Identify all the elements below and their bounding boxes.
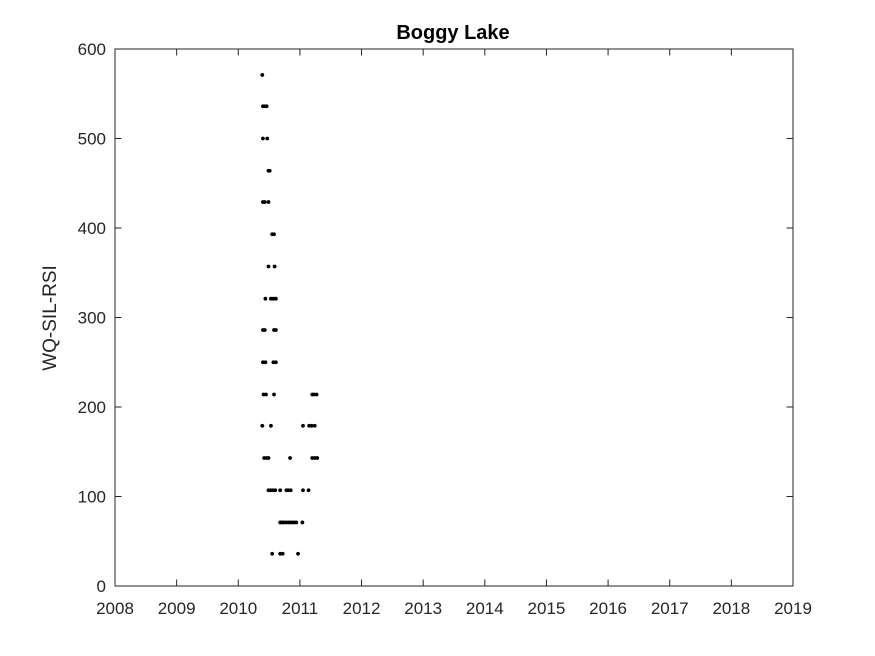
data-point — [300, 520, 305, 525]
y-tick-label: 400 — [78, 219, 106, 238]
y-axis-title: WQ-SIL-RSI — [40, 265, 61, 371]
data-point — [288, 488, 293, 493]
data-point — [301, 488, 305, 493]
data-point — [301, 423, 305, 428]
plot-frame — [114, 48, 794, 587]
data-point — [272, 232, 276, 237]
data-point — [273, 328, 278, 332]
x-tick-label: 2013 — [404, 599, 442, 618]
data-point — [296, 551, 300, 556]
data-point — [272, 264, 277, 269]
data-point — [306, 488, 311, 493]
data-point — [273, 360, 278, 365]
data-point — [273, 488, 278, 493]
data-point — [266, 264, 271, 269]
data-point — [273, 296, 278, 301]
data-point — [294, 520, 299, 525]
x-tick-label: 2017 — [651, 599, 689, 618]
x-axis: 2008 2009 2010 2011 2012 2013 2014 2015 2016 2017… — [96, 49, 812, 618]
data-point — [264, 392, 268, 397]
x-tick-label: 2014 — [466, 599, 504, 618]
data-point — [312, 423, 317, 428]
data-point — [264, 104, 269, 109]
y-tick-label: 300 — [78, 309, 106, 328]
data-point — [288, 456, 292, 460]
data-point — [315, 456, 320, 460]
data-point — [272, 392, 276, 397]
data-point — [261, 136, 265, 141]
x-tick-label: 2015 — [528, 599, 566, 618]
y-tick-label: 500 — [78, 130, 106, 149]
x-tick-label: 2010 — [219, 599, 257, 618]
data-points — [260, 73, 320, 556]
y-tick-label: 200 — [78, 398, 106, 417]
x-tick-label: 2019 — [774, 599, 812, 618]
data-point — [314, 392, 319, 397]
data-point — [263, 296, 268, 301]
x-tick-label: 2009 — [158, 599, 196, 618]
data-point — [309, 423, 314, 428]
x-tick-label: 2011 — [282, 599, 319, 618]
x-tick-label: 2018 — [712, 599, 750, 618]
data-point — [262, 200, 267, 204]
chart-title: Boggy Lake — [396, 22, 509, 44]
y-tick-label: 100 — [78, 488, 106, 507]
data-point — [278, 488, 283, 493]
data-point — [269, 423, 273, 428]
data-point — [260, 423, 265, 428]
data-point — [262, 328, 267, 332]
data-point — [270, 551, 275, 556]
y-axis: 0 100 200 300 400 500 600 — [78, 40, 793, 596]
data-point — [265, 136, 270, 141]
x-tick-label: 2016 — [589, 599, 627, 618]
data-point — [266, 200, 271, 204]
y-tick-label: 0 — [97, 577, 106, 596]
data-point — [280, 551, 285, 556]
data-point — [263, 360, 268, 365]
x-tick-label: 2008 — [96, 599, 134, 618]
data-point — [266, 456, 271, 460]
data-point — [267, 168, 272, 173]
data-point — [260, 73, 265, 77]
y-tick-label: 600 — [78, 40, 106, 59]
x-tick-label: 2012 — [343, 599, 381, 618]
